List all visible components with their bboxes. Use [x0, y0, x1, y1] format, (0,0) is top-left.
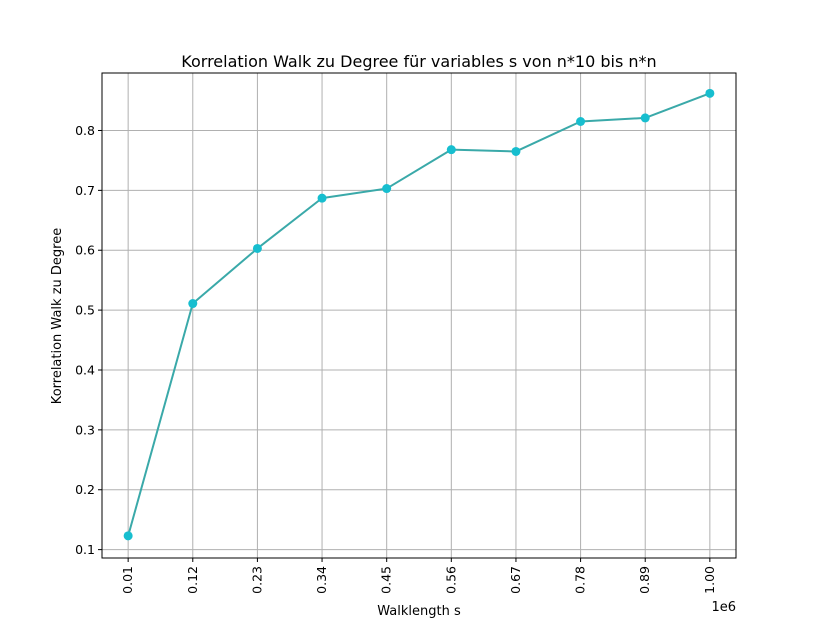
- y-tick-label: 0.2: [75, 482, 95, 497]
- data-point: [705, 88, 715, 98]
- data-point: [576, 117, 586, 126]
- y-tick-label: 0.1: [75, 542, 95, 557]
- plot-frame: [101, 72, 737, 559]
- series-line: [127, 92, 711, 537]
- x-tick-label: 0.45: [379, 566, 394, 594]
- y-axis-label: Korrelation Walk zu Degree: [50, 228, 65, 404]
- x-axis-label: Walklength s: [377, 604, 461, 619]
- data-point: [317, 193, 327, 203]
- x-tick-label: 0.78: [573, 566, 588, 594]
- y-tick-label: 0.7: [75, 183, 95, 198]
- x-axis-offset: 1e6: [711, 600, 736, 615]
- x-tick-label: 1.00: [702, 566, 717, 594]
- x-tick-label: 0.89: [637, 566, 652, 594]
- y-tick-label: 0.5: [75, 303, 95, 318]
- x-tick-label: 0.67: [508, 566, 523, 594]
- y-tick-label: 0.6: [75, 243, 95, 258]
- x-tick-label: 0.23: [249, 566, 264, 594]
- data-point: [640, 113, 650, 123]
- chart-title: Korrelation Walk zu Degree für variables…: [181, 52, 656, 71]
- y-tick-label: 0.8: [75, 123, 95, 138]
- data-point: [123, 531, 133, 541]
- x-tick-label: 0.56: [443, 566, 458, 594]
- data-point: [446, 145, 456, 155]
- x-tick-label: 0.34: [314, 566, 329, 594]
- data-point: [511, 146, 521, 156]
- series-layer: [123, 88, 715, 541]
- y-axis: 0.1 0.2 0.3 0.4 0.5 0.6 0.7 0.8: [75, 123, 102, 557]
- x-tick-label: 0.01: [120, 566, 135, 594]
- x-tick-label: 0.12: [185, 566, 200, 594]
- data-point: [382, 184, 392, 194]
- data-point: [188, 299, 198, 309]
- grid-lines: [102, 73, 736, 558]
- y-tick-label: 0.3: [75, 422, 95, 437]
- data-point: [252, 243, 262, 253]
- y-tick-label: 0.4: [75, 362, 95, 377]
- x-axis: 0.01 0.12 0.23 0.34 0.45 0.56 0.67 0.78 0.89 1.00: [120, 558, 717, 594]
